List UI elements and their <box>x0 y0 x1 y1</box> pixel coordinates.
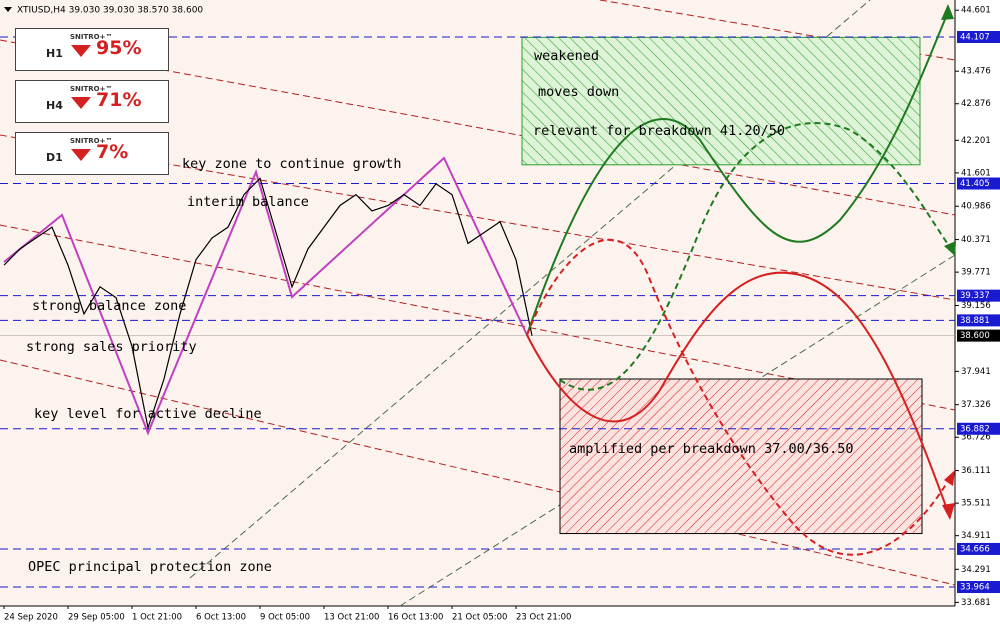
y-tick-label: 44.601 <box>961 6 991 16</box>
timeframe: H1 <box>46 47 63 60</box>
brand: SNITRO+™ <box>70 85 113 93</box>
level-label: 33.964 <box>960 583 990 593</box>
level-label: 34.666 <box>960 544 990 554</box>
zone-text: weakened <box>534 48 599 64</box>
trend-line <box>0 224 956 411</box>
level-tag <box>957 289 1000 302</box>
timeframe: D1 <box>46 151 63 164</box>
signal-value: 95% <box>96 37 142 59</box>
down-arrow <box>71 149 91 161</box>
y-tick-label: 43.476 <box>961 67 991 77</box>
y-tick-label: 37.326 <box>961 400 991 410</box>
x-tick-label: 29 Sep 05:00 <box>68 613 125 623</box>
annotation: key zone to continue growth <box>182 156 401 172</box>
down-arrow <box>71 97 91 109</box>
down-arrow <box>71 45 91 57</box>
level-tag <box>957 542 1000 555</box>
y-tick-label: 39.156 <box>961 301 991 311</box>
ticks: 44.601 43.476 42.876 42.201 41.601 40.986 40.3… <box>3 6 1000 623</box>
zigzag <box>3 156 528 436</box>
signal-value: 7% <box>96 141 129 163</box>
signal-box: D1 SNITRO+™ 7% <box>15 132 169 175</box>
y-tick-label: 40.371 <box>961 235 991 245</box>
arrow-head <box>944 470 955 486</box>
y-tick-label: 36.111 <box>961 466 991 476</box>
level-label: 36.882 <box>960 424 990 434</box>
trend-line <box>0 39 956 216</box>
arrow-head <box>941 4 954 20</box>
x-tick-label: 13 Oct 21:00 <box>324 613 379 623</box>
y-tick-label: 40.986 <box>961 202 991 212</box>
y-tick-label: 35.511 <box>961 499 991 509</box>
price-line <box>3 177 533 431</box>
forecast <box>526 4 956 556</box>
level-tag <box>957 177 1000 190</box>
time-axis-area <box>0 606 1000 626</box>
zone-text: relevant for breakdown 41.20/50 <box>533 123 785 139</box>
zone <box>521 36 921 166</box>
arrow-head <box>942 503 955 520</box>
trend-line <box>0 134 956 301</box>
header: XTIUSD,H4 39.030 39.030 38.570 38.600 <box>17 6 203 16</box>
header-icon <box>4 7 12 12</box>
y-tick-label: 41.601 <box>961 168 991 178</box>
annotations: key zone to continue growth interim bala… <box>26 48 853 575</box>
zone-text: amplified per breakdown 37.00/36.50 <box>569 441 853 457</box>
level-label: 38.881 <box>960 316 990 326</box>
y-tick-label: 37.941 <box>961 367 991 377</box>
x-tick-label: 9 Oct 05:00 <box>260 613 310 623</box>
y-tick-label: 36.726 <box>961 433 991 443</box>
brand: SNITRO+™ <box>70 33 113 41</box>
x-tick-label: 6 Oct 13:00 <box>196 613 246 623</box>
price <box>3 177 533 431</box>
signal-box: H4 SNITRO+™ 71% <box>15 80 169 123</box>
zone <box>559 378 923 535</box>
level-tag <box>957 30 1000 43</box>
forecast-curve <box>526 271 949 513</box>
forecast-curve <box>526 11 949 336</box>
annotation: interim balance <box>187 194 309 210</box>
x-tick-label: 23 Oct 21:00 <box>516 613 571 623</box>
y-tick-label: 34.911 <box>961 531 991 541</box>
y-tick-label: 42.201 <box>961 136 991 146</box>
zone-text: moves down <box>538 84 619 100</box>
level-label: 44.107 <box>960 32 990 42</box>
level-tag <box>957 422 1000 435</box>
x-tick-label: 21 Oct 05:00 <box>452 613 507 623</box>
y-tick-label: 33.681 <box>961 598 991 608</box>
price-tag <box>957 329 1000 342</box>
price-axis-area <box>955 0 1000 626</box>
y-tick-label: 34.291 <box>961 565 991 575</box>
x-tick-label: 16 Oct 13:00 <box>388 613 443 623</box>
arrow-head <box>944 241 956 256</box>
trend-line <box>0 359 956 586</box>
y-tick-label: 39.771 <box>961 268 991 278</box>
current-price-label: 38.600 <box>960 331 990 341</box>
annotation: key level for active decline <box>34 406 262 422</box>
y-tick-label: 42.876 <box>961 99 991 109</box>
annotation: OPEC principal protection zone <box>28 559 272 575</box>
timeframe: H4 <box>46 99 63 112</box>
annotation: strong balance zone <box>32 298 186 314</box>
x-tick-label: 24 Sep 2020 <box>4 613 58 623</box>
signal-value: 71% <box>96 89 142 111</box>
forecast-curve <box>526 238 951 556</box>
brand: SNITRO+™ <box>70 137 113 145</box>
signal-box: H1 SNITRO+™ 95% <box>15 28 169 71</box>
level-tag <box>957 581 1000 594</box>
level-label: 41.405 <box>960 179 990 189</box>
zones <box>521 36 923 535</box>
annotation: strong sales priority <box>26 339 197 355</box>
level-tag <box>957 314 1000 327</box>
level-label: 39.337 <box>960 291 990 301</box>
x-tick-label: 1 Oct 21:00 <box>132 613 182 623</box>
